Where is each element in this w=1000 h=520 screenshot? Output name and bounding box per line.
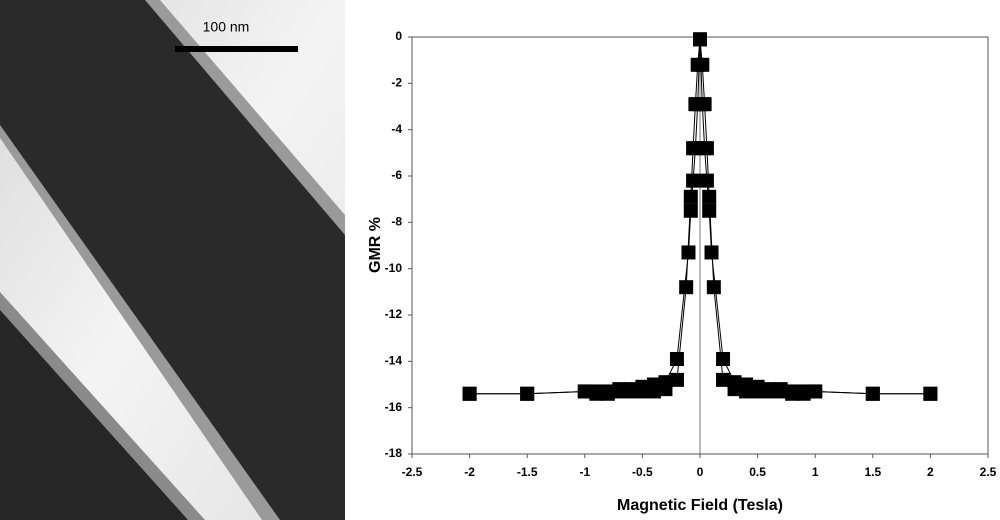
nanowire [0, 310, 188, 520]
nanowire [0, 0, 345, 520]
data-point [658, 382, 673, 397]
x-tick-label: -0.5 [632, 465, 653, 479]
data-point [669, 352, 684, 367]
data-point [699, 173, 714, 188]
data-point [706, 280, 721, 295]
data-point [686, 141, 701, 156]
data-point [727, 375, 742, 390]
scale-bar-label: 100 nm [203, 19, 250, 35]
data-point [679, 280, 694, 295]
x-tick-label: 2 [927, 465, 934, 479]
y-tick-label: -16 [385, 400, 403, 414]
data-point [923, 386, 938, 401]
data-point [796, 384, 811, 399]
y-axis-title: GMR % [367, 217, 384, 273]
data-point [773, 382, 788, 397]
data-point [600, 386, 615, 401]
y-tick-label: 0 [395, 29, 402, 43]
micrograph: 100 nm [0, 0, 345, 520]
data-point [646, 384, 661, 399]
data-point [808, 384, 823, 399]
data-point [750, 379, 765, 394]
data-point [683, 203, 698, 218]
data-point [697, 141, 712, 156]
data-point [635, 384, 650, 399]
x-tick-label: -1 [579, 465, 590, 479]
y-tick-label: -2 [391, 76, 402, 90]
data-point [690, 57, 705, 72]
data-point [462, 386, 477, 401]
y-tick-label: -4 [391, 122, 402, 136]
data-point [693, 32, 707, 47]
data-point [612, 384, 627, 399]
x-tick-label: 0 [697, 465, 704, 479]
data-point [702, 203, 717, 218]
x-tick-label: 1.5 [864, 465, 881, 479]
data-point [686, 173, 701, 188]
data-point [681, 245, 696, 260]
y-tick-label: -12 [385, 307, 403, 321]
x-tick-label: 0.5 [749, 465, 766, 479]
x-axis-title: Magnetic Field (Tesla) [617, 497, 783, 514]
x-tick-label: -1.5 [517, 465, 538, 479]
x-tick-label: 1 [812, 465, 819, 479]
x-tick-label: 2.5 [980, 465, 997, 479]
y-tick-label: -6 [391, 168, 402, 182]
data-point [716, 372, 731, 387]
y-tick-label: -8 [391, 215, 402, 229]
data-point [623, 384, 638, 399]
y-tick-label: -10 [385, 261, 403, 275]
data-point [520, 386, 535, 401]
data-point [739, 377, 754, 392]
data-point [704, 245, 719, 260]
data-point [688, 97, 703, 112]
data-point [716, 352, 731, 367]
x-tick-label: -2.5 [402, 465, 423, 479]
data-point [762, 382, 777, 397]
y-tick-label: -18 [385, 446, 403, 460]
data-point [683, 189, 698, 204]
y-tick-label: -14 [385, 354, 403, 368]
data-point [589, 386, 604, 401]
data-point [702, 189, 717, 204]
data-point [785, 384, 800, 399]
data-point [577, 384, 592, 399]
data-point [669, 372, 684, 387]
x-tick-label: -2 [464, 465, 475, 479]
data-point [865, 386, 880, 401]
